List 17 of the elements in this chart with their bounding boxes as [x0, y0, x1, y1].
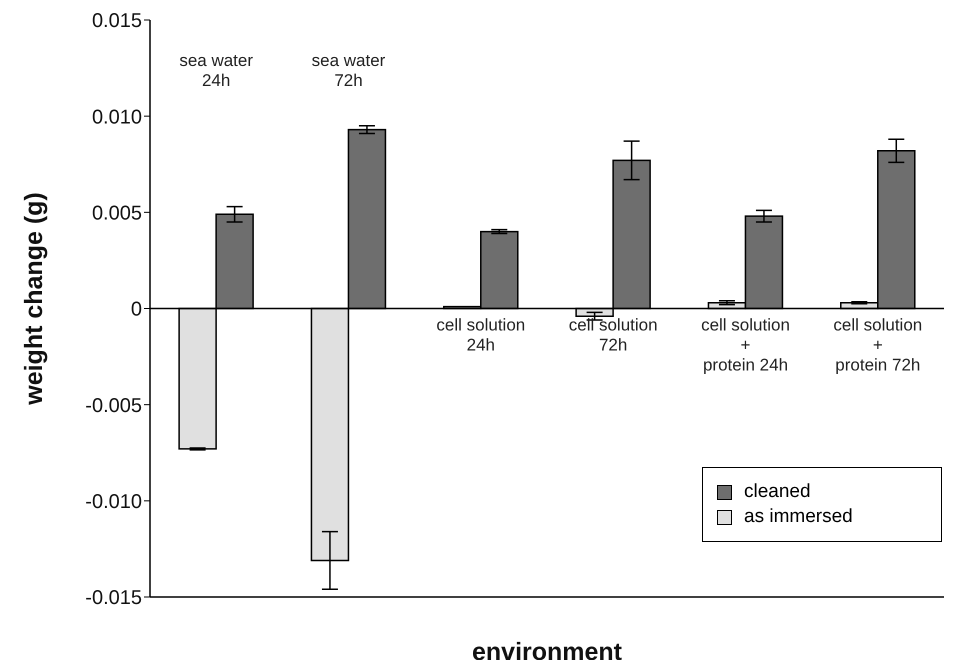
y-tick-label: 0.015 [92, 10, 142, 32]
legend-label: cleaned [744, 481, 811, 503]
y-tick-label: -0.010 [85, 490, 142, 513]
y-tick-label: -0.015 [85, 587, 142, 610]
x-tick-label: cell solution + protein 24h [701, 316, 790, 374]
x-tick-label: cell solution + protein 72h [833, 316, 922, 374]
x-tick-label: cell solution 72h [568, 316, 658, 354]
y-tick-label: -0.005 [85, 394, 142, 417]
legend-label: as immersed [744, 506, 853, 528]
y-tick-label: 0.010 [92, 106, 142, 128]
x-tick-label: cell solution 24h [436, 316, 526, 354]
y-tick-label: 0 [130, 298, 142, 321]
x-tick-label: sea water 72h [312, 51, 386, 90]
x-tick-label: sea water 24h [179, 51, 254, 90]
x-axis-title: environment [472, 638, 623, 666]
y-tick-label: 0.005 [92, 202, 142, 224]
y-axis-title: weight change (g) [20, 192, 48, 406]
